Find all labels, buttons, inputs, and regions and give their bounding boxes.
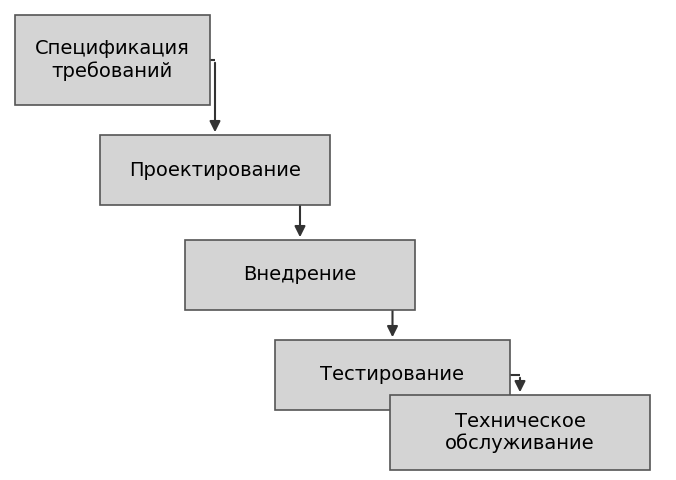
FancyBboxPatch shape	[15, 15, 210, 105]
Text: Техническое
обслуживание: Техническое обслуживание	[445, 411, 595, 454]
Text: Внедрение: Внедрение	[243, 265, 357, 285]
FancyBboxPatch shape	[390, 395, 650, 470]
FancyBboxPatch shape	[100, 135, 330, 205]
Text: Тестирование: Тестирование	[320, 365, 464, 384]
FancyBboxPatch shape	[275, 340, 510, 410]
FancyBboxPatch shape	[185, 240, 415, 310]
Text: Спецификация
требований: Спецификация требований	[35, 39, 190, 81]
Text: Проектирование: Проектирование	[129, 160, 301, 180]
